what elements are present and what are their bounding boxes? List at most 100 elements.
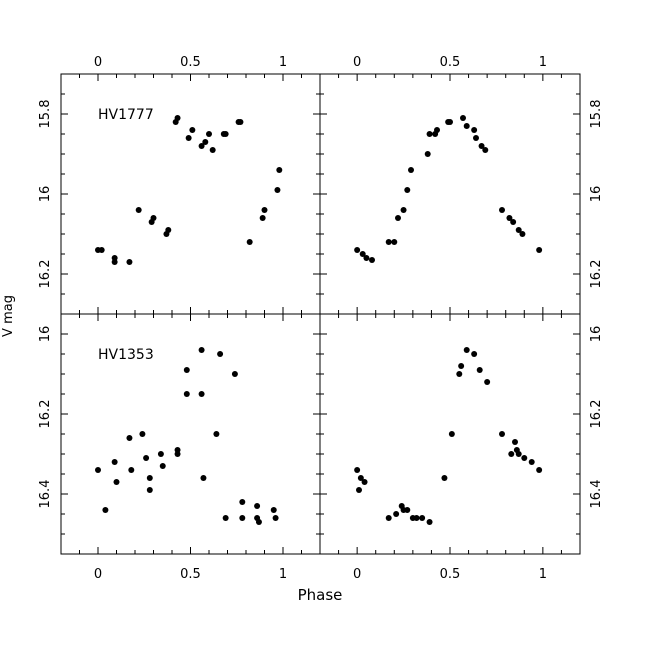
data-point <box>157 451 164 457</box>
data-point <box>183 391 190 397</box>
data-point <box>395 215 401 221</box>
data-point <box>478 143 485 149</box>
panel-top-left: 0 0.5 1 15.8 16 16.2 HV1777 <box>38 55 321 315</box>
data-point <box>202 139 209 145</box>
data-point <box>357 475 364 481</box>
data-point <box>237 119 244 125</box>
data-point <box>146 475 153 481</box>
star-label: HV1353 <box>98 347 154 363</box>
data-point <box>424 151 431 157</box>
data-point <box>254 503 261 509</box>
data-point <box>174 451 181 457</box>
data-point <box>146 487 153 493</box>
data-point <box>404 187 411 193</box>
data-point <box>434 127 440 133</box>
data-point <box>276 167 283 173</box>
data-point <box>239 499 246 505</box>
data-point <box>419 515 426 521</box>
data-point <box>471 351 478 357</box>
data-point <box>189 127 196 133</box>
y-tick-label-right: 16.4 <box>589 480 604 509</box>
y-tick-label-left: 16.2 <box>38 260 53 289</box>
y-tick-label-right: 16.2 <box>589 260 604 289</box>
y-tick-label-left: 16 <box>38 186 53 203</box>
data-point <box>400 207 407 213</box>
x-tick-label-top: 0 <box>94 55 102 70</box>
data-point <box>209 147 216 153</box>
data-point <box>460 115 466 121</box>
data-point <box>448 431 455 437</box>
data-point <box>126 259 133 265</box>
data-point <box>165 227 172 233</box>
data-point <box>521 455 528 461</box>
y-tick-label-right: 16 <box>589 186 604 203</box>
data-point <box>385 239 392 245</box>
data-point <box>206 131 212 137</box>
x-tick-label-bottom: 0 <box>353 567 361 582</box>
y-tick-label-left: 16.4 <box>38 480 53 509</box>
x-tick-label-bottom: 0.5 <box>440 567 461 582</box>
data-point <box>499 207 505 213</box>
panel-bottom-right: 0 0.5 1 16 16.2 16.4 <box>319 313 604 582</box>
data-point <box>363 255 370 261</box>
data-point <box>198 143 205 149</box>
data-point <box>506 215 513 221</box>
data-point <box>510 219 517 225</box>
data-point <box>536 467 543 473</box>
data-point <box>213 431 220 437</box>
panel-top-right: 0 0.5 1 15.8 16 16.2 <box>319 55 604 315</box>
data-point <box>463 123 470 129</box>
data-point <box>239 515 246 521</box>
x-tick-label-bottom: 1 <box>539 567 547 582</box>
data-point <box>198 391 205 397</box>
data-point <box>222 515 229 521</box>
data-point <box>536 247 543 253</box>
data-point <box>128 467 135 473</box>
data-point <box>200 475 207 481</box>
star-label: HV1777 <box>98 107 154 123</box>
x-tick-label-bottom: 0 <box>94 567 102 582</box>
data-point <box>473 135 479 141</box>
data-point <box>482 147 489 153</box>
y-tick-label-left: 16 <box>38 326 53 343</box>
data-point <box>385 515 392 521</box>
data-point <box>95 467 101 473</box>
data-point <box>159 463 166 469</box>
y-axis-label: V mag <box>1 295 16 337</box>
panel-bottom-left: 0 0.5 1 16 16.2 16.4 HV1353 <box>38 313 321 582</box>
data-point <box>143 455 150 461</box>
data-point <box>217 351 224 357</box>
data-point <box>393 511 400 517</box>
data-point <box>456 371 463 377</box>
data-point <box>231 371 238 377</box>
data-point <box>255 519 262 525</box>
panels: 0 0.5 1 15.8 16 16.2 HV1777 0 0.5 1 15.8 16 16.2 0 0.5… <box>38 55 604 582</box>
y-tick-label-right: 15.8 <box>589 100 604 129</box>
data-point <box>126 435 133 441</box>
data-point <box>272 515 279 521</box>
x-tick-label-top: 1 <box>279 55 287 70</box>
data-point <box>98 247 105 253</box>
data-point <box>476 367 483 373</box>
x-tick-label-bottom: 1 <box>279 567 287 582</box>
x-axis-label: Phase <box>298 586 343 604</box>
data-point <box>369 257 375 263</box>
x-tick-label-top: 0 <box>353 55 361 70</box>
y-tick-label-right: 16 <box>589 326 604 343</box>
data-point <box>361 479 368 485</box>
data-point <box>185 135 192 141</box>
data-point <box>111 259 118 265</box>
data-point <box>463 347 470 353</box>
y-tick-label-left: 16.2 <box>38 400 53 429</box>
data-point <box>354 247 361 253</box>
data-point <box>183 367 190 373</box>
data-point <box>426 519 433 525</box>
data-point <box>150 215 157 221</box>
data-point <box>261 207 268 213</box>
data-point <box>528 459 535 465</box>
data-point <box>512 439 518 445</box>
x-tick-label-top: 0.5 <box>440 55 461 70</box>
data-point <box>458 363 465 369</box>
data-point <box>413 515 420 521</box>
